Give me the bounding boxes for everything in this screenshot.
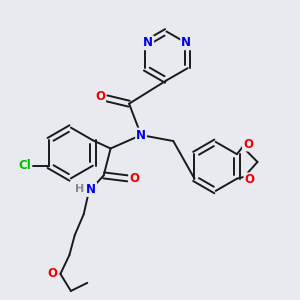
Text: O: O (243, 137, 253, 151)
Text: O: O (47, 267, 57, 280)
Text: O: O (95, 90, 105, 103)
Text: O: O (244, 173, 254, 186)
Text: N: N (86, 183, 96, 196)
Text: N: N (136, 129, 146, 142)
Text: O: O (129, 172, 139, 185)
Text: Cl: Cl (19, 159, 32, 172)
Text: N: N (181, 36, 191, 49)
Text: N: N (143, 36, 153, 49)
Text: H: H (75, 184, 85, 194)
